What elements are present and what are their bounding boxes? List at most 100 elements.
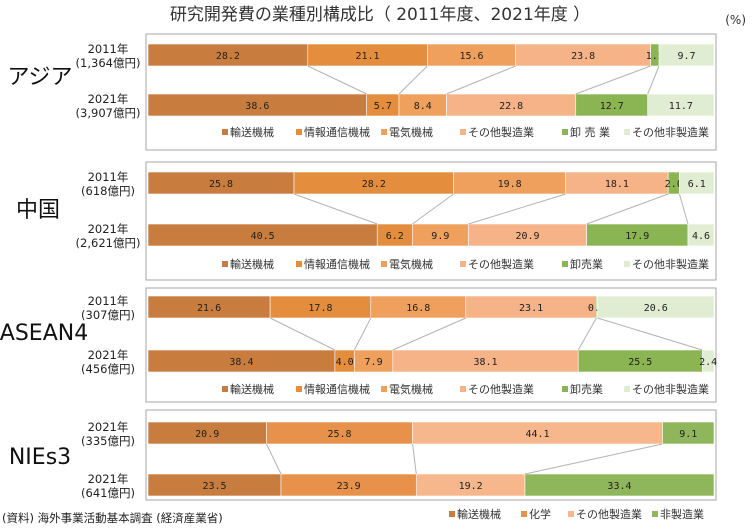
data-label: 6.1 (688, 179, 706, 190)
legend-swatch (381, 129, 387, 135)
data-label: 23.5 (202, 481, 226, 492)
connector-line (647, 65, 660, 95)
connector-line (468, 193, 566, 225)
legend-swatch (381, 261, 387, 267)
data-label: 20.9 (195, 429, 219, 440)
legend-swatch (624, 261, 630, 267)
row-amount-label: (641億円) (81, 486, 135, 500)
legend-label: 非製造業 (660, 507, 704, 521)
connector-line (678, 193, 689, 225)
connector-line (398, 65, 428, 95)
row-year-label: 2021年 (88, 92, 129, 106)
data-label: 4.6 (692, 231, 710, 242)
legend-label: 情報通信機械 (304, 257, 370, 271)
legend-swatch (449, 511, 455, 517)
legend-swatch (460, 261, 466, 267)
legend-swatch (624, 386, 630, 392)
region-label: 中国 (16, 198, 60, 223)
legend-swatch (562, 386, 568, 392)
row-amount-label: (335億円) (81, 434, 135, 448)
legend-label: その他非製造業 (632, 125, 709, 139)
data-label: 21.1 (355, 51, 379, 62)
data-label: 2.0 (665, 179, 683, 190)
legend-label: その他製造業 (468, 382, 534, 396)
bar-segment (597, 295, 715, 319)
bar-segment (679, 171, 715, 195)
data-label: 11.7 (669, 101, 693, 112)
data-label: 22.8 (499, 101, 523, 112)
data-label: 8.4 (414, 101, 432, 112)
source-note: (資料) 海外事業活動基本調査 (経済産業省) (2, 511, 223, 525)
data-label: 38.1 (473, 357, 497, 368)
row-year-label: 2021年 (88, 222, 129, 236)
panel-frame (145, 33, 717, 151)
data-label: 9.7 (677, 51, 695, 62)
unit-label: (%) (725, 13, 746, 27)
legend-swatch (296, 261, 302, 267)
connector-line (293, 193, 378, 225)
legend-swatch (460, 386, 466, 392)
data-label: 33.4 (607, 481, 631, 492)
data-label: 28.2 (216, 51, 240, 62)
region-label: アジア (7, 65, 72, 90)
connector-line (446, 65, 516, 95)
data-label: 1.5 (646, 51, 664, 62)
legend-label: その他製造業 (468, 257, 534, 271)
data-label: 19.8 (498, 179, 522, 190)
row-year-label: 2011年 (88, 294, 129, 308)
legend-swatch (296, 129, 302, 135)
bar-segment (647, 93, 715, 117)
bar-segment (702, 349, 715, 373)
connector-line (575, 65, 651, 95)
legend-label: 卸売業 (570, 257, 603, 271)
connector-line (307, 65, 367, 95)
row-year-label: 2011年 (88, 170, 129, 184)
legend-swatch (652, 511, 658, 517)
connector-line (577, 317, 597, 351)
legend-label: 輸送機械 (457, 507, 501, 521)
legend-label: 輸送機械 (230, 382, 274, 396)
chart-title: 研究開発費の業種別構成比（ 2011年度、2021年度 ） (170, 5, 590, 25)
panel-frame (145, 287, 717, 403)
data-label: 2.4 (699, 357, 717, 368)
connector-line (586, 193, 669, 225)
connector-line (392, 317, 466, 351)
data-label: 25.5 (628, 357, 652, 368)
data-label: 4.0 (336, 357, 354, 368)
data-label: 20.9 (515, 231, 539, 242)
legend-swatch (460, 129, 466, 135)
row-amount-label: (2,621億円) (76, 236, 141, 250)
data-label: 5.7 (374, 101, 392, 112)
connector-line (412, 443, 417, 475)
legend-label: その他非製造業 (632, 257, 709, 271)
row-amount-label: (618億円) (81, 184, 135, 198)
panel-frame (145, 409, 717, 501)
bar-segment (662, 421, 715, 445)
connector-line (265, 443, 282, 475)
legend-swatch (562, 261, 568, 267)
legend-label: 輸送機械 (230, 257, 274, 271)
legend-swatch (222, 261, 228, 267)
data-label: 44.1 (525, 429, 549, 440)
data-label: 9.1 (679, 429, 697, 440)
data-label: 9.9 (431, 231, 449, 242)
data-label: 6.2 (386, 231, 404, 242)
row-year-label: 2011年 (88, 42, 129, 56)
legend-swatch (222, 129, 228, 135)
data-label: 17.8 (308, 303, 332, 314)
legend-label: 化学 (529, 507, 551, 521)
data-label: 17.9 (625, 231, 649, 242)
bar-segment (524, 473, 715, 497)
data-label: 28.2 (362, 179, 386, 190)
data-label: 18.1 (605, 179, 629, 190)
data-label: 23.8 (571, 51, 595, 62)
connector-line (597, 317, 703, 351)
data-label: 21.6 (197, 303, 221, 314)
row-amount-label: (1,364億円) (76, 56, 141, 70)
data-label: 38.4 (229, 357, 253, 368)
legend-label: 電気機械 (389, 125, 433, 139)
region-label: ASEAN4 (0, 321, 88, 346)
row-year-label: 2021年 (88, 472, 129, 486)
